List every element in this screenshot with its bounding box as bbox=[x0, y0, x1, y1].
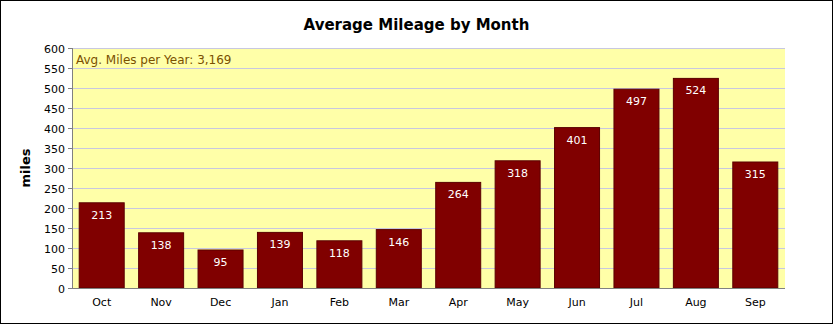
y-tick bbox=[68, 268, 72, 269]
y-tick bbox=[68, 208, 72, 209]
bar bbox=[436, 182, 481, 288]
y-tick bbox=[68, 248, 72, 249]
data-label: 401 bbox=[567, 134, 588, 147]
y-tick bbox=[68, 168, 72, 169]
y-tick bbox=[68, 228, 72, 229]
y-tick-label: 50 bbox=[51, 263, 65, 276]
y-tick bbox=[68, 148, 72, 149]
bar bbox=[673, 78, 718, 288]
x-tick-label: Mar bbox=[388, 296, 409, 309]
y-tick-label: 200 bbox=[44, 203, 65, 216]
annotation: Avg. Miles per Year: 3,169 bbox=[76, 53, 231, 67]
y-tick-label: 300 bbox=[44, 163, 65, 176]
chart: Average Mileage by Month 0 50 100 150 200 250 3… bbox=[0, 0, 833, 324]
bar bbox=[139, 233, 184, 288]
bar bbox=[257, 232, 302, 288]
bar bbox=[555, 128, 600, 288]
y-tick bbox=[68, 88, 72, 89]
frame bbox=[1, 1, 833, 324]
y-tick bbox=[68, 48, 72, 49]
y-tick-label: 550 bbox=[44, 63, 65, 76]
bar bbox=[376, 230, 421, 288]
x-tick-label: Jun bbox=[567, 296, 585, 309]
y-tick bbox=[68, 68, 72, 69]
y-tick-label: 250 bbox=[44, 183, 65, 196]
x-axis bbox=[72, 288, 785, 289]
grid-line bbox=[72, 68, 785, 69]
x-tick-label: Jan bbox=[270, 296, 288, 309]
x-tick-label: May bbox=[506, 296, 529, 309]
data-label: 524 bbox=[685, 84, 706, 97]
bar bbox=[495, 161, 540, 288]
y-tick-label: 500 bbox=[44, 83, 65, 96]
x-tick-label: Apr bbox=[449, 296, 469, 309]
bar bbox=[317, 241, 362, 288]
data-label: 318 bbox=[507, 167, 528, 180]
bars bbox=[79, 78, 778, 288]
y-tick-label: 0 bbox=[58, 283, 65, 296]
grid-line bbox=[72, 48, 785, 49]
bar bbox=[79, 203, 124, 288]
bar bbox=[733, 162, 778, 288]
y-tick-label: 400 bbox=[44, 123, 65, 136]
data-label: 139 bbox=[269, 238, 290, 251]
bar bbox=[614, 89, 659, 288]
y-axis bbox=[72, 48, 73, 288]
data-label: 118 bbox=[329, 247, 350, 260]
data-label: 264 bbox=[448, 188, 469, 201]
x-tick-label: Jul bbox=[629, 296, 643, 309]
x-tick-label: Dec bbox=[210, 296, 231, 309]
data-label: 213 bbox=[91, 209, 112, 222]
data-label: 138 bbox=[151, 239, 172, 252]
y-tick bbox=[68, 288, 72, 289]
title: Average Mileage by Month bbox=[304, 16, 530, 34]
plot-area bbox=[72, 48, 785, 288]
y-tick-label: 350 bbox=[44, 143, 65, 156]
y-tick bbox=[68, 108, 72, 109]
x-tick-label: Nov bbox=[150, 296, 172, 309]
x-tick-label: Feb bbox=[330, 296, 349, 309]
data-label: 315 bbox=[745, 168, 766, 181]
x-tick-label: Aug bbox=[685, 296, 706, 309]
y-axis-label: miles bbox=[18, 148, 33, 187]
y-tick-label: 450 bbox=[44, 103, 65, 116]
y-tick bbox=[68, 188, 72, 189]
data-label: 146 bbox=[388, 236, 409, 249]
grid-line bbox=[72, 288, 785, 289]
x-tick-label: Oct bbox=[92, 296, 112, 309]
y-tick bbox=[68, 128, 72, 129]
data-label: 95 bbox=[214, 256, 228, 269]
data-label: 497 bbox=[626, 95, 647, 108]
y-tick-label: 600 bbox=[44, 43, 65, 56]
y-tick-label: 100 bbox=[44, 243, 65, 256]
bar bbox=[198, 250, 243, 288]
y-tick-label: 150 bbox=[44, 223, 65, 236]
x-tick-label: Sep bbox=[745, 296, 766, 309]
